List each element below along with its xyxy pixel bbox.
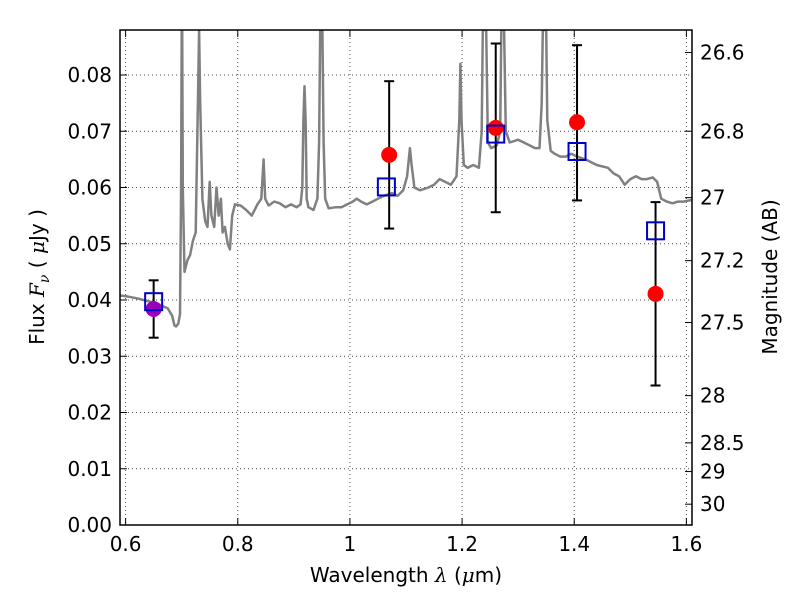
ticks: 0.6 0.8 1 1.2 1.4 1.6 0.00 0.01 0.02 0.03 0.04 0.05…	[67, 30, 745, 556]
square-layer	[144, 124, 666, 312]
y2-axis-label: Magnitude (AB)	[758, 199, 782, 354]
model-square	[376, 177, 396, 197]
y-tick-label: 0.03	[67, 344, 112, 368]
y-tick-label: 0.05	[67, 232, 112, 256]
observed-point	[145, 301, 162, 317]
y-tick-label: 0.07	[67, 119, 112, 143]
x-axis-label: Wavelength λ (μm)	[310, 563, 502, 587]
x-tick-label: 1.2	[446, 532, 478, 556]
y2-tick-label: 27.5	[700, 311, 745, 335]
x-tick-label: 0.8	[222, 532, 254, 556]
y2-tick-label: 26.6	[700, 41, 745, 65]
model-square	[646, 221, 666, 241]
observed-point	[381, 146, 398, 163]
y-tick-label: 0.06	[67, 176, 112, 200]
y-tick-label: 0.00	[67, 513, 112, 537]
plot-frame	[119, 29, 693, 526]
observed-point	[487, 119, 504, 136]
y-tick-label: 0.01	[67, 457, 112, 481]
spectrum-line	[120, 30, 692, 328]
x-tick-label: 1.6	[670, 532, 702, 556]
spectrum-layer	[120, 30, 692, 328]
y-axis-label: Flux Fν ( μJy )	[25, 209, 53, 345]
y2-tick-label: 27.2	[700, 249, 745, 273]
y-tick-label: 0.02	[67, 401, 112, 425]
y2-tick-label: 27	[700, 186, 725, 210]
x-tick-label: 0.6	[110, 532, 142, 556]
grid	[120, 30, 692, 526]
x-tick-label: 1.4	[558, 532, 590, 556]
y2-tick-label: 28.5	[700, 431, 745, 455]
observed-point	[647, 285, 664, 302]
model-square	[486, 124, 506, 144]
y2-tick-label: 26.8	[700, 119, 745, 143]
errorbar-layer	[145, 42, 664, 387]
y2-tick-label: 29	[700, 460, 725, 484]
model-square	[144, 292, 164, 312]
y-tick-label: 0.08	[67, 63, 112, 87]
x-tick-label: 1	[344, 532, 357, 556]
model-square	[567, 142, 587, 161]
y2-tick-label: 28	[700, 384, 725, 408]
y2-tick-label: 30	[700, 492, 725, 516]
observed-point	[569, 114, 586, 131]
y-tick-label: 0.04	[67, 288, 112, 312]
